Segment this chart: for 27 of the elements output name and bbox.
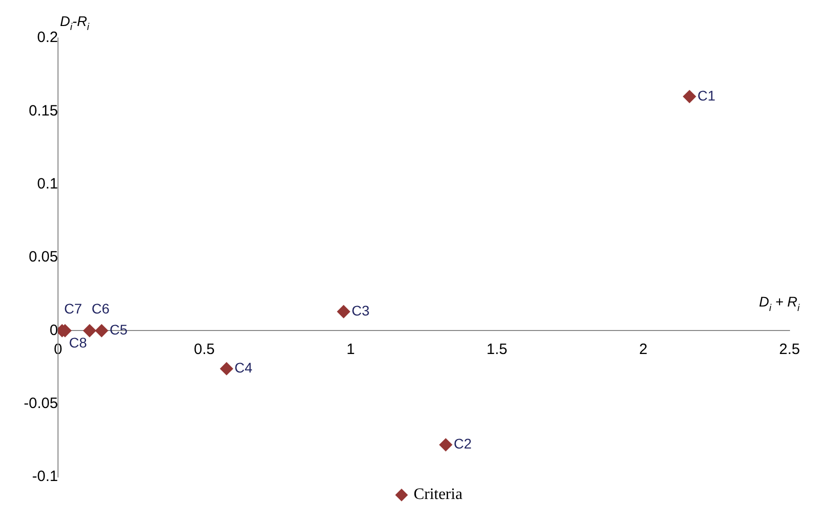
annotation: C3: [352, 302, 370, 319]
legend-label: Criteria: [414, 486, 462, 504]
point: [682, 90, 696, 104]
point: [83, 324, 96, 338]
annotation: C8: [69, 334, 88, 351]
x-tick-label: 1: [346, 340, 355, 358]
point: [220, 362, 234, 376]
annotation: C2: [454, 436, 472, 452]
y-tick-label: 0.1: [37, 175, 58, 192]
point: [337, 305, 350, 318]
x-tick-label: 2: [639, 340, 648, 358]
point: [95, 324, 108, 338]
annotation: C7: [64, 300, 82, 317]
annotation: C6: [92, 300, 110, 317]
y-tick-label: -0.1: [32, 468, 58, 486]
y-tick-label: -0.05: [24, 394, 58, 412]
x-tick-label: 2.5: [779, 340, 800, 358]
annotation: C4: [234, 360, 253, 376]
y-tick-label: 0.15: [28, 102, 58, 120]
y-tick-label: 0: [50, 322, 58, 339]
x-tick-label: 0.5: [194, 340, 215, 358]
point: [439, 438, 452, 452]
x-tick-label: 1.5: [486, 340, 508, 358]
y-tick-label: 0.2: [37, 29, 58, 46]
y-tick-label: 0.05: [28, 248, 58, 266]
annotation: C1: [697, 87, 716, 104]
annotation: C5: [110, 322, 128, 338]
